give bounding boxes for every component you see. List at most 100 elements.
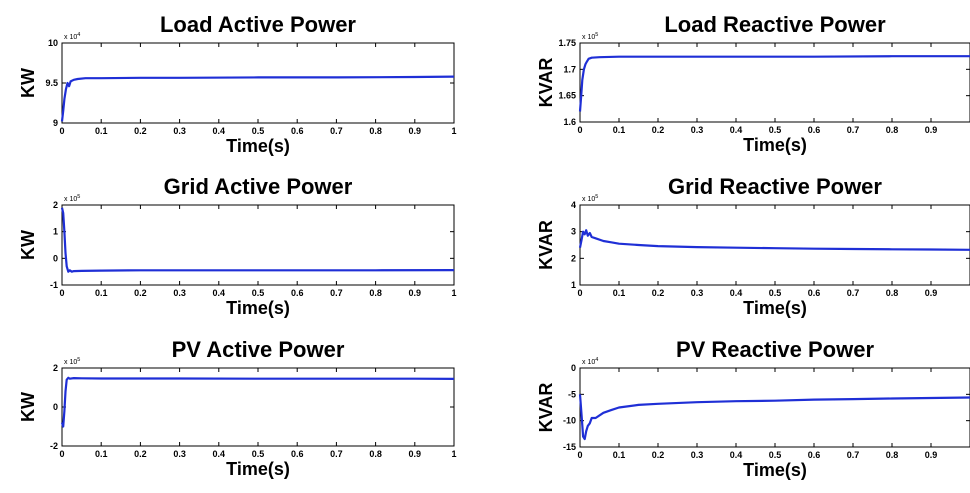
x-tick-label: 0.3 [691, 288, 704, 298]
x-tick-label: 0.6 [291, 449, 304, 459]
x-tick-label: 0.6 [291, 126, 304, 136]
x-tick-label: 0.9 [925, 450, 938, 460]
y-tick-label: 9 [53, 118, 58, 128]
y-tick-label: 1.75 [558, 38, 576, 48]
y-tick-label: 1.65 [558, 91, 576, 101]
x-tick-label: 0.3 [691, 125, 704, 135]
series-line-1 [578, 229, 970, 251]
y-tick-label: 2 [571, 253, 576, 263]
series-line-1 [60, 75, 455, 122]
x-tick-label: 0.5 [252, 449, 265, 459]
x-tick-label: 0.8 [886, 125, 899, 135]
series-line-1 [578, 394, 970, 441]
y-tick-label: 2 [53, 363, 58, 373]
x-tick-label: 0.6 [808, 288, 821, 298]
x-tick-label: 0.1 [613, 288, 626, 298]
x-tick-label: 0.5 [769, 125, 782, 135]
subplot-6: PV Reactive Power x 104 0 0.1 0.2 0.3 0.4 0.5 0.… [536, 337, 970, 480]
x-tick-label: 0.3 [173, 288, 186, 298]
x-tick-label: 0.1 [613, 125, 626, 135]
x-tick-label: 0.7 [847, 288, 860, 298]
x-tick-label: 0.6 [291, 288, 304, 298]
x-axis-label: Time(s) [226, 298, 290, 318]
chart-title: Grid Reactive Power [668, 174, 882, 199]
x-axis-label: Time(s) [226, 459, 290, 479]
x-tick-label: 0.9 [925, 125, 938, 135]
exponent-label: x 105 [64, 194, 80, 203]
subplot-2: Load Reactive Power x 105 0 0.1 0.2 0.3 0.4 0.5… [536, 12, 970, 155]
x-tick-label: 0.8 [369, 126, 382, 136]
y-tick-label: 1 [53, 227, 58, 237]
x-tick-label: 0.8 [886, 288, 899, 298]
x-tick-label: 0.8 [369, 449, 382, 459]
x-tick-label: 0 [59, 126, 64, 136]
exponent-label: x 104 [582, 357, 598, 366]
y-axis-label: KW [18, 392, 38, 422]
y-tick-label: -5 [568, 389, 576, 399]
subplot-1: Load Active Power x 104 0 0.1 0.2 0.3 0.4 0.5 0.… [18, 12, 457, 156]
x-tick-label: 0.4 [730, 288, 743, 298]
plot-frame [61, 367, 455, 447]
x-tick-label: 0.4 [730, 125, 743, 135]
y-tick-label: 10 [48, 38, 58, 48]
x-tick-label: 0.1 [95, 449, 108, 459]
x-tick-label: 0.5 [252, 126, 265, 136]
x-tick-label: 0 [577, 288, 582, 298]
x-tick-label: 0.7 [330, 449, 343, 459]
x-tick-label: 0.7 [330, 288, 343, 298]
y-tick-label: 3 [571, 227, 576, 237]
y-tick-label: 2 [53, 200, 58, 210]
plot-frame [61, 42, 455, 124]
subplot-4: Grid Reactive Power x 105 0 0.1 0.2 0.3 0.4 0.5… [536, 174, 970, 318]
x-tick-label: 1 [451, 126, 456, 136]
x-tick-label: 0.9 [409, 126, 422, 136]
series-line-1 [60, 207, 455, 273]
x-tick-label: 0.2 [652, 125, 665, 135]
x-tick-label: 0.1 [613, 450, 626, 460]
y-tick-label: 1 [571, 280, 576, 290]
x-tick-label: 0.9 [925, 288, 938, 298]
y-tick-label: 0 [53, 253, 58, 263]
plot-frame [579, 367, 970, 448]
x-tick-label: 0.7 [847, 125, 860, 135]
x-tick-label: 0.6 [808, 125, 821, 135]
x-tick-label: 0.7 [330, 126, 343, 136]
chart-title: PV Active Power [172, 337, 345, 362]
x-tick-label: 0 [577, 125, 582, 135]
x-tick-label: 0.4 [213, 126, 226, 136]
y-axis-label: KW [18, 68, 38, 98]
y-tick-label: 9.5 [45, 78, 58, 88]
x-tick-label: 0.3 [173, 126, 186, 136]
x-tick-label: 0.4 [213, 288, 226, 298]
exponent-label: x 104 [64, 32, 80, 41]
x-tick-label: 0.9 [409, 288, 422, 298]
exponent-label: x 105 [582, 194, 598, 203]
y-axis-label: KW [18, 230, 38, 260]
subplot-3: Grid Active Power x 105 0 0.1 0.2 0.3 0.4 0.5 0.… [18, 174, 457, 318]
subplot-5: PV Active Power x 105 0 0.1 0.2 0.3 0.4 0.5 0.6 0… [18, 337, 457, 479]
x-tick-label: 0.2 [134, 288, 147, 298]
y-tick-label: -15 [563, 442, 576, 452]
x-axis-label: Time(s) [743, 135, 807, 155]
x-tick-label: 0.9 [409, 449, 422, 459]
series-line-1 [578, 55, 970, 112]
x-axis-label: Time(s) [743, 298, 807, 318]
x-tick-label: 0.4 [213, 449, 226, 459]
x-tick-label: 0.5 [769, 288, 782, 298]
y-tick-label: -1 [50, 280, 58, 290]
x-tick-label: 0 [59, 449, 64, 459]
y-tick-label: -2 [50, 441, 58, 451]
x-tick-label: 0.3 [691, 450, 704, 460]
y-tick-label: 1.7 [563, 64, 576, 74]
y-tick-label: 4 [571, 200, 576, 210]
exponent-label: x 105 [582, 32, 598, 41]
exponent-label: x 105 [64, 357, 80, 366]
x-tick-label: 0.2 [134, 126, 147, 136]
x-tick-label: 0.2 [134, 449, 147, 459]
x-tick-label: 0.5 [769, 450, 782, 460]
x-tick-label: 0.1 [95, 288, 108, 298]
x-axis-label: Time(s) [743, 460, 807, 480]
x-tick-label: 0.5 [252, 288, 265, 298]
plot-frame [61, 204, 455, 286]
